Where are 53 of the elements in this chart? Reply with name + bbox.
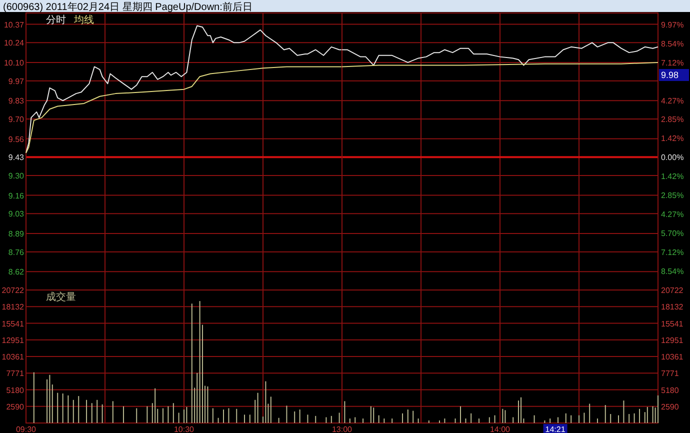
text: 14:21 [545,425,566,433]
text: 2.85% [661,191,684,200]
y-tick-label: 8.89 [8,229,25,238]
x-tick-label: 14:00 [490,425,511,433]
y-tick-label: 9.03 [8,210,25,219]
y-tick-label: 10361 [2,352,25,362]
y-tick-label: 5180 [6,386,25,395]
y-tick-label: 10.37 [4,20,25,30]
text: 成交量 [46,291,76,303]
y-tick-label: 2590 [6,402,25,412]
text: 5.70% [661,229,684,238]
y2-tick-label: 12951 [661,336,684,345]
y-tick-label: 10.10 [4,58,25,68]
text: 1.42% [661,134,684,144]
y-tick-label: 8.76 [8,248,25,257]
x-tick-label: 10:30 [174,425,195,433]
y-tick-label: 9.97 [8,76,25,86]
text: 分时 [46,14,66,26]
text: 7.12% [661,58,684,68]
text: 7.12% [661,248,684,258]
y-tick-label: 7771 [6,369,25,378]
y2-tick-label: 2590 [661,402,680,412]
y-tick-label: 18132 [2,302,25,312]
y-tick-label: 9.83 [8,96,25,106]
y2-tick-label: 7771 [661,369,680,378]
text: 1.42% [661,172,684,182]
text: 8.54% [661,39,684,48]
y-tick-label: 20722 [2,286,25,295]
y-tick-label: 9.43 [8,153,25,162]
y2-tick-label: 15541 [661,319,684,328]
text: 均线 [73,14,94,26]
y-tick-label: 10.24 [4,38,25,48]
y-tick-label: 9.56 [8,134,25,144]
text: 4.27% [661,96,684,106]
x-tick-label: 13:00 [332,425,353,433]
y-tick-label: 15541 [2,319,25,328]
text: 8.54% [661,266,684,276]
text: 9.98 [661,70,679,80]
chart-title: (600963) 2011年02月24日 星期四 PageUp/Down:前后日 [3,1,252,13]
text: 9.97% [661,20,684,30]
y-tick-label: 9.30 [8,172,25,181]
y2-tick-label: 18132 [661,302,684,312]
y2-tick-label: 20722 [661,286,684,295]
text: 4.27% [661,210,684,220]
y-tick-label: 12951 [2,336,25,345]
y-tick-label: 9.16 [8,191,25,200]
y2-tick-label: 5180 [661,386,680,395]
y-tick-label: 8.62 [8,268,25,277]
y-tick-label: 9.70 [8,114,25,124]
x-tick-label: 09:30 [16,425,37,433]
y2-tick-label: 10361 [661,352,684,362]
text: 0.00% [661,153,684,162]
text: 2.85% [661,115,684,124]
